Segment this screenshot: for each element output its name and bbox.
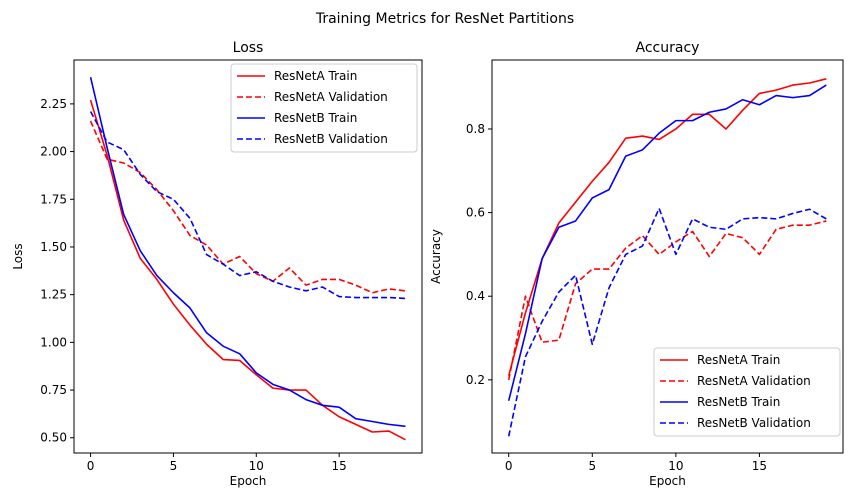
y-tick-label: 1.00 [40,335,67,349]
x-axis-label: Epoch [230,474,267,488]
chart-title: Loss [233,40,264,56]
series-line-3 [507,84,827,401]
x-tick-label: 10 [249,459,264,473]
x-tick-label: 15 [332,459,347,473]
legend-entry: ResNetB Validation [697,416,811,430]
chart-panel-2: Accuracy 0 5 10 15 0.2 0.4 0.6 0.8 Epoch Accuracy R… [429,40,844,488]
legend-frame [230,63,418,153]
series-line-4 [89,111,406,300]
y-tick-label: 1.25 [40,288,67,302]
legend: ResNetA Train ResNetA Validation ResNetB T… [230,63,418,153]
y-tick-label: 0.4 [466,289,485,303]
x-tick-label: 5 [170,459,178,473]
series-line-2 [89,120,406,294]
y-tick-label: 0.8 [466,122,485,136]
legend-entry: ResNetB Validation [274,132,388,146]
x-tick-label: 0 [87,459,95,473]
x-tick-label: 15 [752,459,767,473]
chart-panels: Loss 0 5 10 15 0.50 0.75 1.00 1.25 1.50 1.75 2.00 2.… [11,40,844,488]
legend-entry: ResNetA Train [274,69,357,83]
x-tick-label: 5 [588,459,596,473]
legend: ResNetA Train ResNetA Validation ResNetB T… [653,347,841,437]
y-tick-label: 1.50 [40,240,67,254]
legend-entry: ResNetA Validation [274,90,388,104]
y-tick-label: 0.6 [466,206,485,220]
x-tick-label: 0 [505,459,513,473]
chart-title: Accuracy [636,40,700,56]
figure-suptitle: Training Metrics for ResNet Partitions [315,11,574,27]
series-line-4 [507,207,827,437]
series-line-1 [89,99,406,441]
plot-area-frame [73,59,423,454]
y-tick-label: 2.00 [40,145,67,159]
y-tick-label: 0.75 [40,383,67,397]
y-axis-label: Loss [11,243,25,269]
legend-entry: ResNetA Train [697,353,780,367]
y-axis-label: Accuracy [429,229,443,284]
chart-panel-1: Loss 0 5 10 15 0.50 0.75 1.00 1.25 1.50 1.75 2.00 2.… [11,40,423,488]
x-tick-label: 10 [668,459,683,473]
series-line-3 [89,76,406,428]
legend-entry: ResNetA Validation [697,374,811,388]
legend-entry: ResNetB Train [274,111,357,125]
legend-entry: ResNetB Train [697,395,780,409]
series-line-2 [507,220,827,380]
y-tick-label: 0.2 [466,373,485,387]
y-tick-label: 0.50 [40,431,67,445]
legend-frame [653,347,841,437]
x-axis-label: Epoch [649,474,686,488]
series-line-1 [507,78,827,376]
y-tick-label: 1.75 [40,192,67,206]
y-tick-label: 2.25 [40,97,67,111]
plot-area-frame [491,59,844,454]
